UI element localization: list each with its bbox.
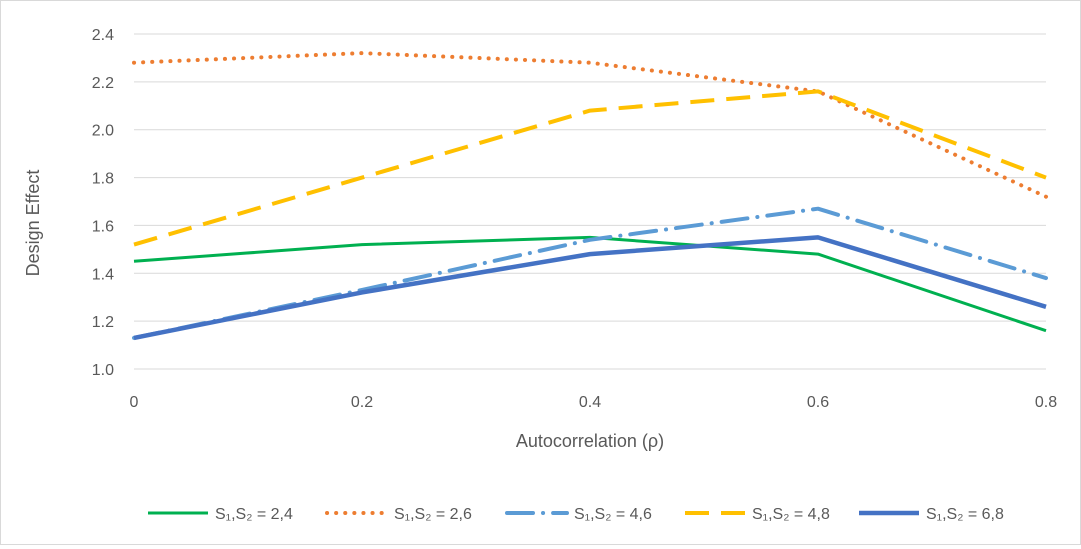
legend-label: S₁,S₂ = 6,8 — [926, 506, 1004, 523]
legend: S₁,S₂ = 2,4 S₁,S₂ = 2,6 S₁,S₂ = 4,6 S₁,S₂ =… — [148, 506, 1004, 523]
series-line — [133, 235, 1047, 333]
legend-label: S₁,S₂ = 2,6 — [394, 506, 472, 523]
x-tick-label: 0.2 — [351, 394, 373, 411]
y-tick-label: 1.2 — [92, 314, 114, 331]
series-line — [132, 51, 1048, 199]
y-axis-tick-labels: 1.0 1.2 1.4 1.6 1.8 2.0 2.2 2.4 — [92, 27, 114, 379]
x-tick-label: 0.8 — [1035, 394, 1057, 411]
y-tick-label: 2.2 — [92, 75, 114, 92]
y-axis-title: Design Effect — [23, 170, 43, 277]
y-tick-label: 1.6 — [92, 218, 114, 235]
y-tick-label: 1.4 — [92, 266, 114, 283]
y-tick-label: 1.8 — [92, 171, 114, 188]
y-tick-label: 1.0 — [92, 362, 114, 379]
x-axis-title: Autocorrelation (ρ) — [516, 431, 664, 451]
series-line — [133, 235, 1047, 341]
gridlines — [134, 33, 1046, 322]
x-tick-label: 0.4 — [579, 394, 601, 411]
series-line — [133, 89, 1047, 247]
legend-label: S₁,S₂ = 4,6 — [574, 506, 652, 523]
x-axis-tick-labels: 0 0.2 0.4 0.6 0.8 — [130, 394, 1058, 411]
y-tick-label: 2.4 — [92, 27, 114, 44]
y-tick-label: 2.0 — [92, 123, 114, 140]
series-lines — [132, 51, 1048, 341]
x-tick-label: 0.6 — [807, 394, 829, 411]
x-tick-label: 0 — [130, 394, 139, 411]
legend-label: S₁,S₂ = 4,8 — [752, 506, 830, 523]
legend-label: S₁,S₂ = 2,4 — [215, 506, 293, 523]
